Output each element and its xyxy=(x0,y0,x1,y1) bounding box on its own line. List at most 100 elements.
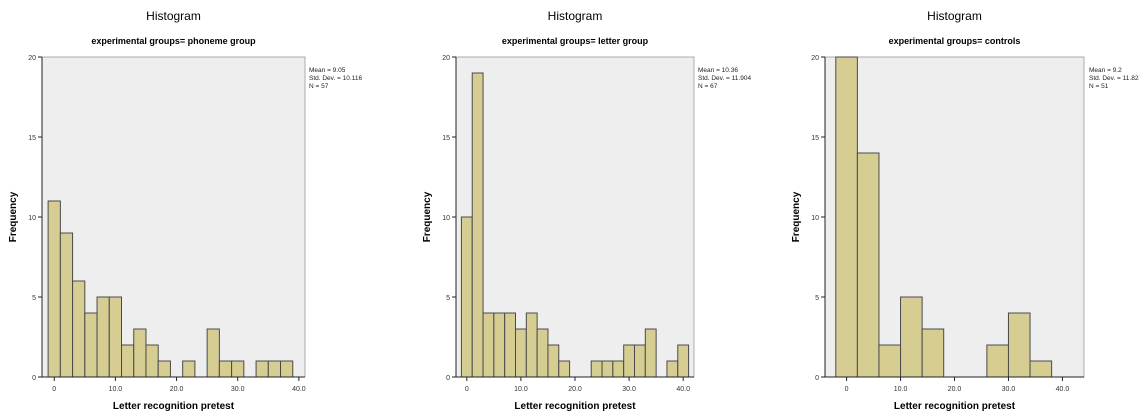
histogram-bar xyxy=(493,312,506,378)
y-tick-label: 15 xyxy=(811,135,819,142)
histogram-bar xyxy=(280,360,294,378)
y-tick-label: 5 xyxy=(815,295,819,302)
x-tick-label: 10.0 xyxy=(109,386,123,393)
x-tick-label: 10.0 xyxy=(894,386,908,393)
histogram-bar xyxy=(644,328,657,378)
chart-subtitle: experimental groups= letter group xyxy=(502,36,649,46)
histogram-bar xyxy=(856,152,880,378)
x-axis-label: Letter recognition pretest xyxy=(113,401,235,412)
x-tick-label: 40.0 xyxy=(676,386,690,393)
histogram-bar xyxy=(267,360,282,378)
x-tick-label: 20.0 xyxy=(948,386,962,393)
histogram-bar xyxy=(471,72,484,378)
histogram-bar xyxy=(255,360,269,378)
y-tick-label: 5 xyxy=(32,295,36,302)
histogram-bar xyxy=(558,360,571,378)
histogram-bar xyxy=(206,328,220,378)
histogram-bar xyxy=(601,360,614,378)
y-tick-label: 20 xyxy=(28,55,36,62)
histogram-bar xyxy=(504,312,516,378)
stats-line: Mean = 9.05 xyxy=(309,67,346,74)
histogram-bar xyxy=(1007,312,1031,378)
histogram-bar xyxy=(878,344,902,378)
stats-line: N = 51 xyxy=(1089,83,1109,90)
histogram-bar xyxy=(536,328,549,378)
histogram-bar xyxy=(677,344,690,378)
y-tick-label: 15 xyxy=(442,135,450,142)
y-tick-label: 20 xyxy=(442,55,450,62)
y-axis-label: Frequency xyxy=(8,191,19,242)
histogram-bar xyxy=(84,312,98,378)
histogram-bar xyxy=(986,344,1009,378)
stats-line: Std. Dev. = 11.828 xyxy=(1089,75,1139,82)
x-tick-label: 10.0 xyxy=(514,386,528,393)
y-tick-label: 0 xyxy=(446,375,450,382)
histogram-bar xyxy=(72,280,86,378)
stats-line: Mean = 9.2 xyxy=(1089,67,1122,74)
chart-title: Histogram xyxy=(146,9,201,23)
y-tick-label: 10 xyxy=(442,215,450,222)
histogram-bar xyxy=(835,56,858,378)
chart-subtitle: experimental groups= phoneme group xyxy=(91,36,256,46)
histogram-bar xyxy=(121,344,135,378)
y-tick-label: 10 xyxy=(811,215,819,222)
histogram-bar xyxy=(666,360,679,378)
histogram-svg: Histogram experimental groups= phoneme gr… xyxy=(8,9,362,412)
histogram-bar xyxy=(515,328,527,378)
y-tick-label: 20 xyxy=(811,55,819,62)
histogram-bar xyxy=(547,344,560,378)
x-tick-label: 0 xyxy=(465,386,469,393)
y-axis-label: Frequency xyxy=(422,191,433,242)
histogram-bar xyxy=(108,296,123,378)
x-axis-label: Letter recognition pretest xyxy=(514,401,636,412)
histogram-svg: Histogram experimental groups= controls 0 5… xyxy=(791,9,1139,412)
histogram-bar xyxy=(47,200,61,378)
x-tick-label: 40.0 xyxy=(292,386,306,393)
histogram-bar xyxy=(590,360,603,378)
histogram-bar xyxy=(59,232,74,378)
x-tick-label: 30.0 xyxy=(231,386,245,393)
histogram-bar xyxy=(133,328,147,378)
histogram-panel-controls: Histogram experimental groups= controls 0 5… xyxy=(770,0,1139,417)
histogram-bar xyxy=(182,360,196,378)
y-tick-label: 15 xyxy=(28,135,36,142)
histogram-bar xyxy=(231,360,245,378)
x-axis-label: Letter recognition pretest xyxy=(894,401,1016,412)
histogram-panel-letter: Histogram experimental groups= letter gro… xyxy=(385,0,765,417)
x-tick-label: 20.0 xyxy=(568,386,582,393)
x-tick-label: 30.0 xyxy=(622,386,636,393)
histogram-bar xyxy=(482,312,495,378)
histogram-bar xyxy=(900,296,923,378)
histogram-bar xyxy=(145,344,159,378)
y-tick-label: 5 xyxy=(446,295,450,302)
y-axis-label: Frequency xyxy=(791,191,802,242)
histogram-bar xyxy=(460,216,473,378)
histogram-bar xyxy=(157,360,171,378)
y-tick-label: 0 xyxy=(815,375,819,382)
chart-title: Histogram xyxy=(927,9,982,23)
histogram-bar xyxy=(921,328,945,378)
x-tick-label: 40.0 xyxy=(1056,386,1070,393)
stats-line: N = 67 xyxy=(698,83,718,90)
stats-line: Mean = 10.36 xyxy=(698,67,738,74)
y-tick-label: 10 xyxy=(28,215,36,222)
histogram-bar xyxy=(96,296,110,378)
stats-line: N = 57 xyxy=(309,83,329,90)
histogram-bar xyxy=(623,344,636,378)
chart-title: Histogram xyxy=(548,9,603,23)
x-tick-label: 0 xyxy=(845,386,849,393)
histogram-bar xyxy=(218,360,233,378)
x-tick-label: 30.0 xyxy=(1002,386,1016,393)
x-tick-label: 0 xyxy=(52,386,56,393)
histogram-bar xyxy=(525,312,538,378)
histogram-bar xyxy=(612,360,625,378)
stats-line: Std. Dev. = 10.116 xyxy=(309,75,362,82)
y-tick-label: 0 xyxy=(32,375,36,382)
stats-line: Std. Dev. = 11.904 xyxy=(698,75,751,82)
x-tick-label: 20.0 xyxy=(170,386,184,393)
histogram-bar xyxy=(1029,360,1053,378)
histogram-panel-phoneme: Histogram experimental groups= phoneme gr… xyxy=(0,0,380,417)
histogram-svg: Histogram experimental groups= letter gro… xyxy=(422,9,751,412)
histogram-bar xyxy=(634,344,646,378)
